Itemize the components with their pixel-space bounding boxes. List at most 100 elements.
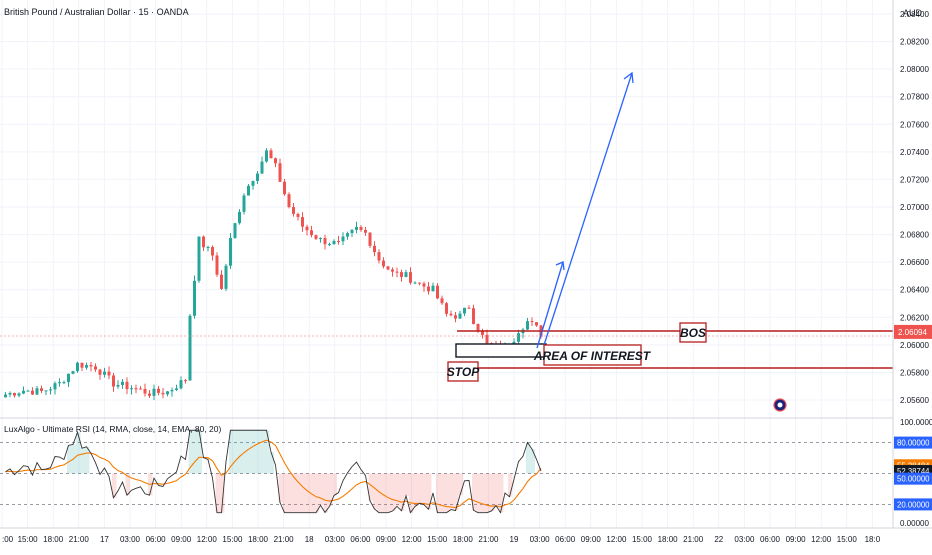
time-tick-label: 18:00 xyxy=(248,535,269,544)
indicator-title[interactable]: LuxAlgo - Ultimate RSI (14, RMA, close, … xyxy=(4,424,221,434)
current-price-badge-text: 2.06094 xyxy=(898,328,927,337)
price-tick-label: 2.07400 xyxy=(900,148,929,157)
rsi-oversold-fill xyxy=(377,473,382,513)
rsi-oversold-fill xyxy=(413,473,418,507)
price-tick-label: 2.06800 xyxy=(900,231,929,240)
candle xyxy=(328,242,331,247)
candle xyxy=(251,180,255,190)
candle xyxy=(413,281,417,285)
candle xyxy=(319,237,322,243)
projection-arrows[interactable] xyxy=(536,71,634,349)
first-leg-arrow[interactable] xyxy=(536,261,564,349)
area-of-interest-label[interactable]: AREA OF INTEREST xyxy=(533,344,652,366)
price-tick-label: 2.06600 xyxy=(900,258,929,267)
price-tick-label: 2.07600 xyxy=(900,120,929,129)
rsi-oversold-fill xyxy=(472,473,477,511)
candle xyxy=(107,366,111,380)
candle xyxy=(256,171,259,185)
candle xyxy=(517,329,520,344)
time-tick-label: 12:00 xyxy=(811,535,832,544)
rsi-overbought-fill xyxy=(85,446,90,474)
rsi-oversold-fill xyxy=(445,473,450,513)
rsi-oversold-fill xyxy=(440,473,445,513)
rsi-overbought-fill xyxy=(80,448,85,474)
candle xyxy=(112,372,115,392)
time-tick-label: 12:00 xyxy=(402,535,423,544)
price-tick-label: 2.08200 xyxy=(900,38,929,47)
rsi-overbought-fill xyxy=(256,430,261,474)
candle xyxy=(310,225,313,238)
candle xyxy=(116,380,120,389)
candle xyxy=(94,363,97,372)
candle xyxy=(206,245,210,252)
first-leg-arrowhead xyxy=(555,261,565,271)
time-tick-label: 03:00 xyxy=(120,535,141,544)
rsi-overbought-fill xyxy=(269,452,274,474)
candle xyxy=(404,269,408,278)
time-tick-label: 12:00 xyxy=(197,535,218,544)
rsi-overbought-fill xyxy=(238,430,243,474)
candle xyxy=(359,225,363,232)
area-of-interest-box[interactable] xyxy=(455,343,547,358)
candle xyxy=(400,269,403,282)
candle xyxy=(422,281,426,292)
currency-label[interactable]: AUD xyxy=(903,8,923,18)
rsi-oversold-fill xyxy=(404,473,409,496)
rsi-overbought-fill xyxy=(197,430,202,474)
time-tick-label: 03:00 xyxy=(530,535,551,544)
candle xyxy=(409,267,412,285)
candle xyxy=(395,267,399,278)
time-tick-label: 21:00 xyxy=(69,535,90,544)
rsi-overbought-fill xyxy=(193,430,198,474)
candle xyxy=(62,380,66,385)
main-projection-arrow[interactable] xyxy=(543,72,633,346)
price-tick-label: 2.08000 xyxy=(900,65,929,74)
time-tick-label: 12:00 xyxy=(606,535,627,544)
time-axis[interactable]: :00 15:00 18:00 21:00 17 03:00 06:00 09:00 12:00… xyxy=(2,535,881,544)
rsi-axis[interactable]: 100.000000.0000080.0000055.2848452.38744… xyxy=(894,418,932,528)
price-tick-label: 2.05800 xyxy=(900,368,929,377)
candle xyxy=(463,307,466,317)
bos-label[interactable]: BOS xyxy=(679,322,707,343)
candle xyxy=(53,381,57,395)
stop-label-box xyxy=(447,361,479,382)
price-tick-label: 2.06000 xyxy=(900,341,929,350)
area-of-interest-label-box xyxy=(543,344,642,366)
price-tick-label: 2.06400 xyxy=(900,286,929,295)
rsi-overbought-fill xyxy=(229,430,234,474)
candle xyxy=(175,384,178,391)
rsi-oversold-fill xyxy=(458,473,463,496)
rsi-overbought-fill xyxy=(265,430,270,474)
candle xyxy=(382,257,385,269)
rsi-value-badge xyxy=(894,472,932,485)
candle xyxy=(431,282,435,292)
candle xyxy=(193,275,196,319)
rsi-value-badge xyxy=(894,436,932,449)
candle xyxy=(526,317,529,331)
current-price-badge xyxy=(894,324,932,339)
candle xyxy=(229,233,232,269)
time-tick-label: 09:00 xyxy=(171,535,192,544)
candle xyxy=(440,295,444,305)
time-tick-label: :00 xyxy=(2,535,14,544)
candle xyxy=(233,222,237,239)
candle xyxy=(346,231,349,240)
candle xyxy=(332,239,336,245)
rsi-oversold-fill xyxy=(449,473,454,510)
time-tick-label: 15:00 xyxy=(18,535,39,544)
rsi-oversold-fill xyxy=(382,473,387,513)
time-tick-label: 03:00 xyxy=(734,535,755,544)
candle xyxy=(386,265,390,271)
symbol-title[interactable]: British Pound / Australian Dollar · 15 ·… xyxy=(4,7,189,17)
rsi-oversold-fill xyxy=(499,473,504,513)
stop-label[interactable]: STOP xyxy=(447,361,480,382)
candle xyxy=(364,226,367,236)
idea-bubble-icon[interactable] xyxy=(773,398,787,412)
time-tick-label: 06:00 xyxy=(146,535,167,544)
rsi-oversold-fill xyxy=(125,473,130,496)
time-tick-label: 15:00 xyxy=(222,535,243,544)
time-tick-label: 03:00 xyxy=(325,535,346,544)
price-axis[interactable]: 2.08400 2.08200 2.08000 2.07800 2.07600 2.074… xyxy=(894,10,932,405)
